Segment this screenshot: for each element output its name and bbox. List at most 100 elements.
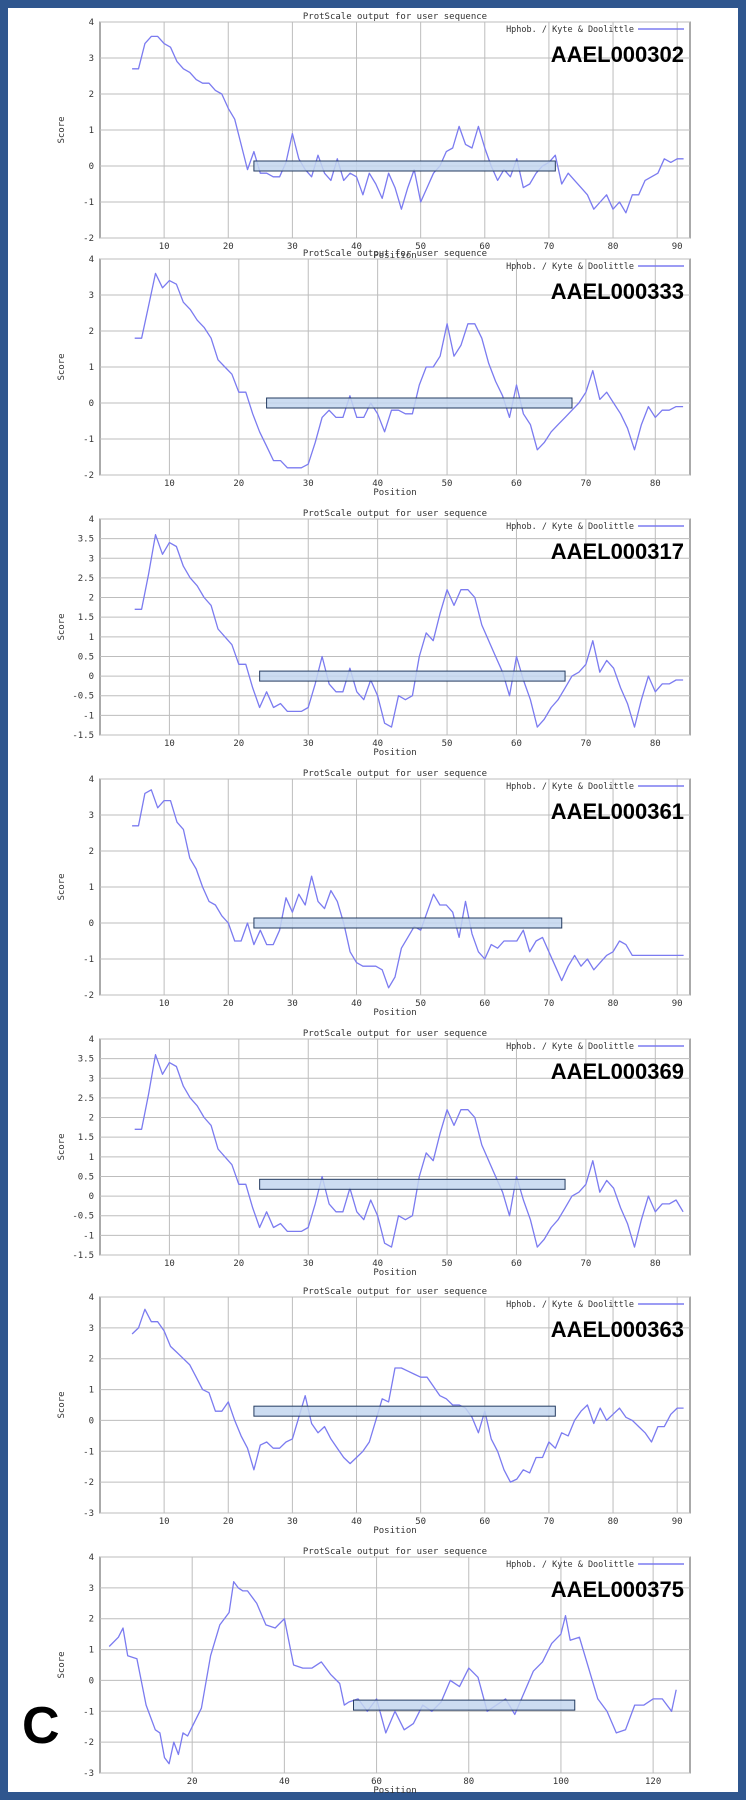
y-tick-label: 0 — [89, 1416, 94, 1426]
x-tick-label: 60 — [511, 479, 522, 489]
x-tick-label: 100 — [553, 1777, 569, 1787]
x-tick-label: 30 — [287, 1517, 298, 1527]
y-axis-label: Score — [57, 1133, 67, 1160]
series-line — [132, 35, 684, 214]
y-tick-label: 1 — [89, 1153, 94, 1163]
x-tick-label: 90 — [672, 1517, 683, 1527]
y-tick-label: -1 — [83, 1707, 94, 1717]
x-tick-label: 70 — [580, 739, 591, 749]
plot-area — [99, 1556, 691, 1774]
y-tick-label: 3 — [89, 1324, 94, 1334]
x-tick-label: 10 — [159, 242, 170, 252]
gene-label: AAEL000333 — [551, 279, 684, 304]
x-tick-label: 20 — [233, 1259, 244, 1269]
y-axis-label: Score — [57, 353, 67, 380]
y-tick-label: -2 — [83, 991, 94, 1001]
x-tick-label: 70 — [543, 999, 554, 1009]
x-tick-label: 90 — [672, 242, 683, 252]
series-line — [134, 272, 684, 469]
series-line — [134, 1054, 684, 1248]
y-tick-label: -2 — [83, 471, 94, 481]
y-axis-label: Score — [57, 116, 67, 143]
y-tick-label: 3 — [89, 811, 94, 821]
legend-label: Hphob. / Kyte & Doolittle — [506, 1042, 634, 1052]
x-tick-label: 30 — [303, 1259, 314, 1269]
x-tick-label: 20 — [233, 739, 244, 749]
y-tick-label: 3 — [89, 1074, 94, 1084]
x-tick-label: 50 — [415, 999, 426, 1009]
legend-label: Hphob. / Kyte & Doolittle — [506, 1560, 634, 1570]
x-axis-label: Position — [373, 1526, 416, 1536]
region-bar — [253, 917, 563, 929]
x-tick-label: 80 — [650, 479, 661, 489]
y-tick-label: 1 — [89, 1386, 94, 1396]
y-tick-label: 2.5 — [78, 1094, 94, 1104]
x-tick-label: 20 — [187, 1777, 198, 1787]
y-tick-label: 4 — [89, 18, 94, 28]
y-tick-label: -1 — [83, 435, 94, 445]
x-tick-label: 40 — [351, 242, 362, 252]
chart-title: ProtScale output for user sequence — [303, 509, 487, 519]
y-tick-label: 0 — [89, 162, 94, 172]
x-tick-label: 80 — [608, 1517, 619, 1527]
region-bar — [259, 670, 566, 682]
x-tick-label: 20 — [223, 1517, 234, 1527]
legend-label: Hphob. / Kyte & Doolittle — [506, 25, 634, 35]
y-tick-label: 0 — [89, 399, 94, 409]
y-tick-label: -3 — [83, 1769, 94, 1779]
y-tick-label: -3 — [83, 1509, 94, 1519]
y-tick-label: 2 — [89, 1114, 94, 1124]
y-tick-label: -2 — [83, 1738, 94, 1748]
y-tick-label: 4 — [89, 1035, 94, 1045]
x-tick-label: 10 — [164, 479, 175, 489]
x-tick-label: 60 — [479, 999, 490, 1009]
x-tick-label: 80 — [608, 999, 619, 1009]
x-tick-label: 40 — [372, 479, 383, 489]
x-tick-label: 90 — [672, 999, 683, 1009]
x-tick-label: 40 — [372, 1259, 383, 1269]
x-tick-label: 40 — [372, 739, 383, 749]
x-axis-label: Position — [373, 1008, 416, 1018]
y-tick-label: 2 — [89, 90, 94, 100]
legend-label: Hphob. / Kyte & Doolittle — [506, 522, 634, 532]
y-tick-label: 2.5 — [78, 574, 94, 584]
y-tick-label: 3 — [89, 554, 94, 564]
x-tick-label: 30 — [303, 739, 314, 749]
x-tick-label: 60 — [479, 242, 490, 252]
gene-label: AAEL000363 — [551, 1317, 684, 1342]
series-line — [132, 789, 684, 989]
x-tick-label: 20 — [233, 479, 244, 489]
x-tick-label: 60 — [371, 1777, 382, 1787]
gene-label: AAEL000302 — [551, 42, 684, 67]
y-axis-label: Score — [57, 873, 67, 900]
y-tick-label: 0 — [89, 1192, 94, 1202]
x-tick-label: 70 — [543, 1517, 554, 1527]
y-tick-label: 3 — [89, 54, 94, 64]
x-tick-label: 50 — [442, 479, 453, 489]
x-tick-label: 70 — [580, 1259, 591, 1269]
y-tick-label: 2 — [89, 1355, 94, 1365]
y-tick-label: -0.5 — [72, 1212, 94, 1222]
x-tick-label: 70 — [580, 479, 591, 489]
y-tick-label: 2 — [89, 327, 94, 337]
chart-title: ProtScale output for user sequence — [303, 1287, 487, 1297]
y-tick-label: 2 — [89, 847, 94, 857]
y-tick-label: 4 — [89, 515, 94, 525]
legend-label: Hphob. / Kyte & Doolittle — [506, 782, 634, 792]
y-tick-label: -2 — [83, 234, 94, 244]
x-tick-label: 80 — [650, 739, 661, 749]
x-tick-label: 120 — [645, 1777, 661, 1787]
x-tick-label: 10 — [159, 999, 170, 1009]
plot-area — [99, 518, 691, 736]
x-tick-label: 20 — [223, 242, 234, 252]
x-axis-label: Position — [373, 748, 416, 758]
y-tick-label: 1 — [89, 633, 94, 643]
gene-label: AAEL000375 — [551, 1577, 684, 1602]
region-bar — [253, 1405, 556, 1417]
region-bar — [266, 397, 573, 409]
